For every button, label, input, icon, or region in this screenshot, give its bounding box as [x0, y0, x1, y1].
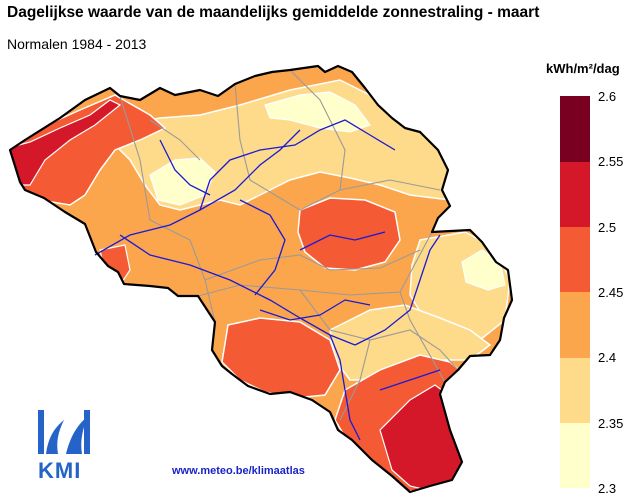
legend-swatch-2-4-2-45 [560, 292, 590, 358]
zone-2-50-2-55-coast [10, 99, 122, 186]
legend-swatch-2-5-2-55 [560, 162, 590, 227]
legend-label-2-35: 2.35 [598, 416, 624, 431]
map-subtitle: Normalen 1984 - 2013 [7, 36, 147, 52]
zone-2-45-2-50-hainaut [221, 317, 341, 399]
legend-swatch-2-45-2-5 [560, 227, 590, 292]
province-boundaries [119, 69, 459, 421]
legend-label-2-3: 2.3 [598, 481, 617, 496]
legend-unit: kWh/m²/dag [546, 61, 620, 76]
kmi-logo-icon [38, 410, 90, 454]
legend-label-2-5: 2.5 [598, 220, 617, 235]
rivers [94, 119, 441, 441]
zone-2-45-2-50-brabant [297, 197, 401, 271]
legend-swatch-2-3-2-35 [560, 423, 590, 488]
legend-colorbar [560, 96, 590, 488]
map-title: Dagelijkse waarde van de maandelijks gem… [7, 4, 540, 21]
kmi-logo-text: KMI [38, 458, 82, 483]
source-link[interactable]: www.meteo.be/klimaatlas [172, 465, 305, 477]
legend-label-2-4: 2.4 [598, 350, 617, 365]
legend-label-2-55: 2.55 [598, 154, 624, 169]
legend-swatch-2-55-2-6 [560, 96, 590, 162]
legend-label-2-45: 2.45 [598, 285, 624, 300]
legend-swatch-2-35-2-4 [560, 358, 590, 423]
legend-label-2-6: 2.6 [598, 89, 617, 104]
belgium-border [8, 64, 514, 494]
zone-2-30-2-35-antwerp [149, 157, 216, 206]
